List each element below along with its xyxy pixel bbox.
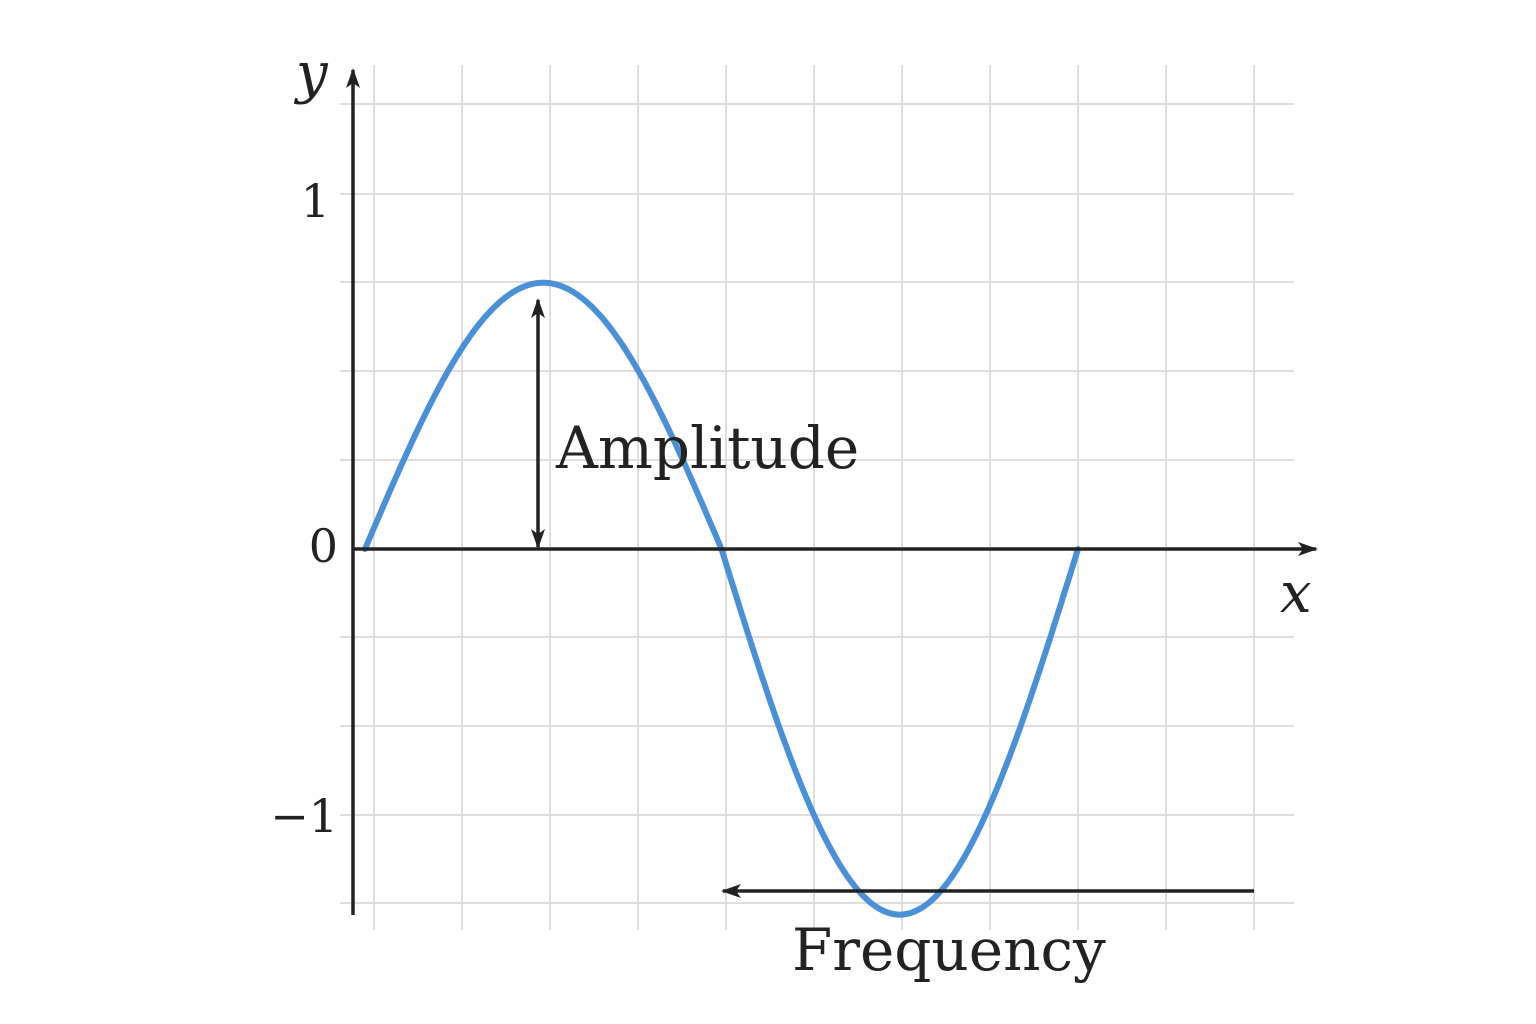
y-tick-1: 1 — [301, 174, 330, 228]
amplitude-label: Amplitude — [555, 414, 859, 482]
y-tick-neg-1: −1 — [270, 789, 338, 843]
grid-lines — [340, 65, 1294, 930]
frequency-label: Frequency — [792, 916, 1106, 984]
x-axis-label: x — [1280, 561, 1312, 626]
y-axis-label: y — [293, 41, 329, 106]
y-tick-0: 0 — [309, 519, 338, 573]
sine-curve — [362, 279, 1081, 918]
